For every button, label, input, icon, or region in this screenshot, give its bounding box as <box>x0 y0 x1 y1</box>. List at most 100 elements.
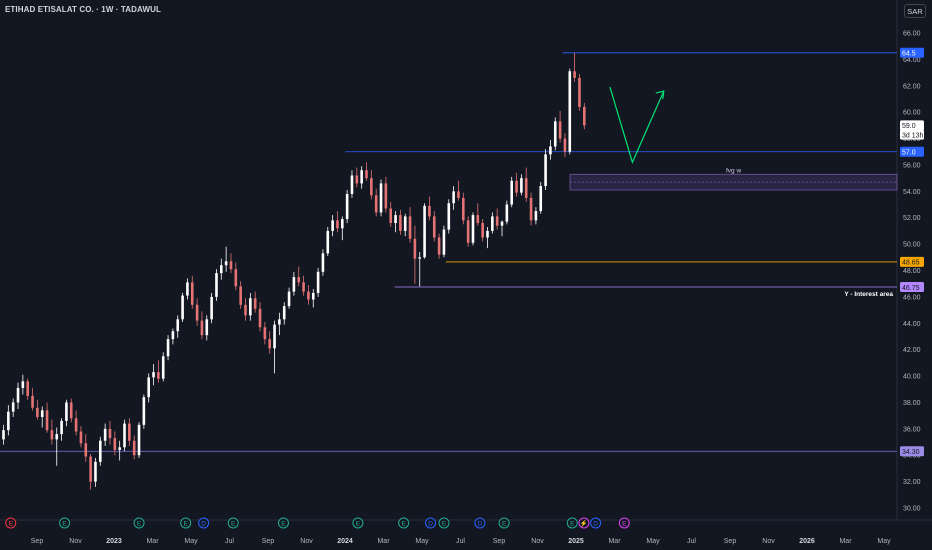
price-label-badge <box>900 146 924 157</box>
price-label-badge <box>900 47 924 58</box>
candle-body <box>297 277 301 283</box>
event-marker[interactable] <box>180 517 192 529</box>
y-tick-label: 38.00 <box>903 400 921 407</box>
candle-body <box>370 178 373 196</box>
price-label-text: 57.0 <box>902 150 916 157</box>
y-tick-label: 36.00 <box>903 426 921 433</box>
x-tick-label: May <box>877 538 891 545</box>
x-tick-label: Mar <box>608 538 621 545</box>
candle-body <box>486 230 489 238</box>
candle-body <box>166 339 170 357</box>
event-marker[interactable] <box>474 517 486 529</box>
candle-body <box>491 216 494 231</box>
event-marker-label: E <box>9 521 14 528</box>
candle-body <box>476 215 480 223</box>
event-marker[interactable] <box>425 517 437 529</box>
candle-body <box>7 411 10 431</box>
event-marker[interactable] <box>198 517 210 529</box>
x-tick-label: Nov <box>69 538 82 545</box>
x-tick-label: May <box>646 538 660 545</box>
event-marker[interactable] <box>578 517 590 529</box>
y-tick-label: 32.00 <box>903 479 921 486</box>
candle-body <box>374 195 378 213</box>
candle-body <box>181 295 184 320</box>
price-label-badge <box>900 446 924 457</box>
candle-body <box>379 183 383 213</box>
event-marker[interactable] <box>5 517 17 529</box>
candle-body <box>268 339 271 349</box>
candle-body <box>515 180 518 193</box>
candle-body <box>128 423 131 441</box>
candle-body <box>466 220 470 243</box>
candle-body <box>45 410 49 431</box>
candle-body <box>210 296 213 320</box>
event-marker[interactable] <box>438 517 450 529</box>
candle-body <box>224 261 228 266</box>
candle-body <box>292 277 296 292</box>
event-marker-label: D <box>478 521 483 528</box>
projection-arrow[interactable] <box>609 86 665 165</box>
x-tick-label: Sep <box>493 538 506 545</box>
event-marker[interactable] <box>277 517 289 529</box>
candle-body <box>544 154 547 187</box>
event-marker[interactable] <box>498 517 510 529</box>
candle-body <box>195 304 199 321</box>
event-marker-label: D <box>428 521 433 528</box>
y-tick-label: 30.00 <box>903 506 921 513</box>
candle-body <box>282 306 286 320</box>
candle-body <box>157 372 160 379</box>
candle-body <box>21 381 25 388</box>
event-marker[interactable] <box>398 517 410 529</box>
x-tick-label: Nov <box>531 538 544 545</box>
y-tick-label: 60.00 <box>903 110 921 117</box>
event-marker-label: E <box>570 521 575 528</box>
candle-body <box>103 428 107 441</box>
price-label-badge <box>900 256 924 267</box>
x-tick-label: 2026 <box>799 538 815 545</box>
x-tick-label: Jul <box>456 538 465 545</box>
x-tick-label: Mar <box>839 538 852 545</box>
currency-button[interactable]: SAR <box>904 4 926 18</box>
event-marker[interactable] <box>618 517 630 529</box>
y-tick-label: 54.00 <box>903 189 921 196</box>
candle-body <box>553 121 557 147</box>
price-label-text: 3d 13h <box>902 132 924 139</box>
event-marker[interactable] <box>133 517 145 529</box>
candle-body <box>447 203 451 230</box>
candle-body <box>161 356 165 379</box>
candle-body <box>384 183 388 209</box>
event-marker-label: E <box>442 521 447 528</box>
event-marker[interactable] <box>59 517 71 529</box>
candle-body <box>147 377 150 398</box>
candle-body <box>2 430 5 440</box>
candle-body <box>234 269 238 287</box>
candle-body <box>302 282 305 292</box>
candle-body <box>403 216 407 231</box>
candle-body <box>316 271 320 293</box>
event-marker[interactable] <box>227 517 239 529</box>
event-marker[interactable] <box>352 517 364 529</box>
candle-body <box>249 298 252 316</box>
candle-body <box>215 273 218 297</box>
candle-body <box>341 219 344 229</box>
candle-body <box>510 180 513 205</box>
event-marker-label: E <box>622 521 627 528</box>
candle-body <box>118 447 121 450</box>
candle-body <box>568 71 572 152</box>
interest-area-label: Y - Interest area <box>844 291 893 298</box>
candle-body <box>69 402 73 419</box>
candle-body <box>239 286 242 305</box>
price-label-text: 34.30 <box>902 449 920 456</box>
candle-body <box>389 208 392 223</box>
candle-body <box>394 215 397 223</box>
candle-body <box>113 438 117 450</box>
event-marker-label: E <box>137 521 142 528</box>
event-marker-label: E <box>231 521 236 528</box>
event-marker[interactable] <box>590 517 602 529</box>
event-marker[interactable] <box>566 517 578 529</box>
candle-body <box>355 175 359 184</box>
candle-body <box>99 440 102 462</box>
x-tick-label: Mar <box>146 538 159 545</box>
candle-body <box>326 230 330 254</box>
